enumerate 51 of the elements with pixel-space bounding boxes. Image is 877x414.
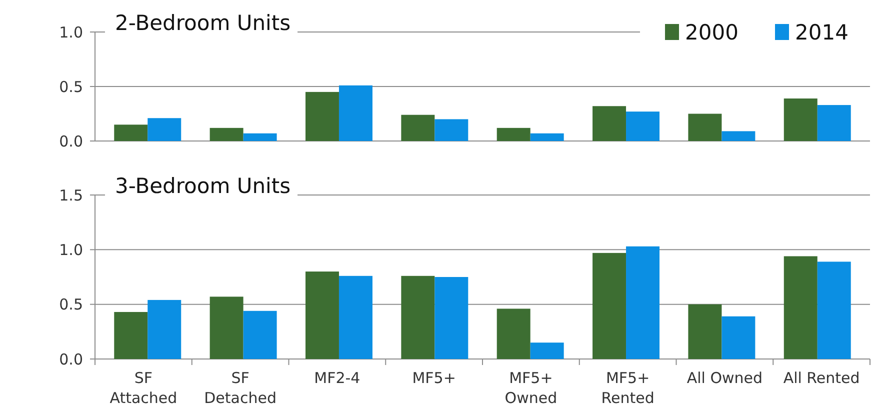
y-tick-label: 1.0	[59, 23, 83, 42]
bar	[434, 119, 468, 141]
bar	[338, 276, 372, 359]
y-tick-label: 1.5	[59, 186, 83, 204]
bar	[817, 262, 851, 359]
bar	[496, 128, 530, 141]
bar	[148, 300, 182, 359]
x-tick-label: MF2-4	[314, 369, 360, 387]
x-tick-label: SF Attached	[110, 369, 178, 407]
chart-title: 2-Bedroom Units	[115, 10, 291, 35]
bar	[530, 133, 564, 141]
bar	[210, 296, 244, 359]
legend-label: 2000	[685, 20, 738, 44]
x-tick-label: MF5+ Rented	[601, 369, 654, 407]
y-tick-label: 0.0	[59, 350, 83, 368]
x-tick-label: All Owned	[686, 369, 763, 387]
chart-title: 3-Bedroom Units	[115, 174, 291, 198]
bar	[338, 85, 372, 141]
bar	[401, 276, 435, 359]
y-tick-label: 0.5	[59, 296, 83, 314]
bar	[148, 118, 182, 141]
bar	[530, 342, 564, 359]
y-tick-label: 0.5	[59, 78, 83, 96]
bar	[688, 304, 722, 359]
legend-label: 2014	[795, 20, 848, 44]
x-tick-label: MF5+ Owned	[504, 369, 558, 407]
x-tick-label: All Rented	[783, 369, 860, 387]
bar	[114, 312, 148, 359]
bar	[592, 252, 626, 359]
y-tick-label: 0.0	[59, 132, 83, 150]
bar	[243, 310, 277, 359]
bar	[722, 316, 756, 359]
bar	[626, 112, 660, 141]
bar	[496, 308, 530, 359]
bar	[114, 124, 148, 141]
x-tick-label: MF5+	[412, 369, 456, 387]
bar	[210, 128, 244, 141]
bar	[401, 114, 435, 141]
bar	[784, 256, 818, 359]
bar	[722, 131, 756, 141]
bar	[434, 277, 468, 359]
bar	[305, 272, 339, 359]
bar	[688, 114, 722, 141]
bar	[817, 105, 851, 141]
bar	[305, 92, 339, 141]
x-tick-label: SF Detached	[204, 369, 276, 407]
bar	[592, 106, 626, 141]
bar	[784, 98, 818, 141]
bar	[243, 133, 277, 141]
y-tick-label: 1.0	[59, 240, 83, 259]
bar	[626, 246, 660, 359]
